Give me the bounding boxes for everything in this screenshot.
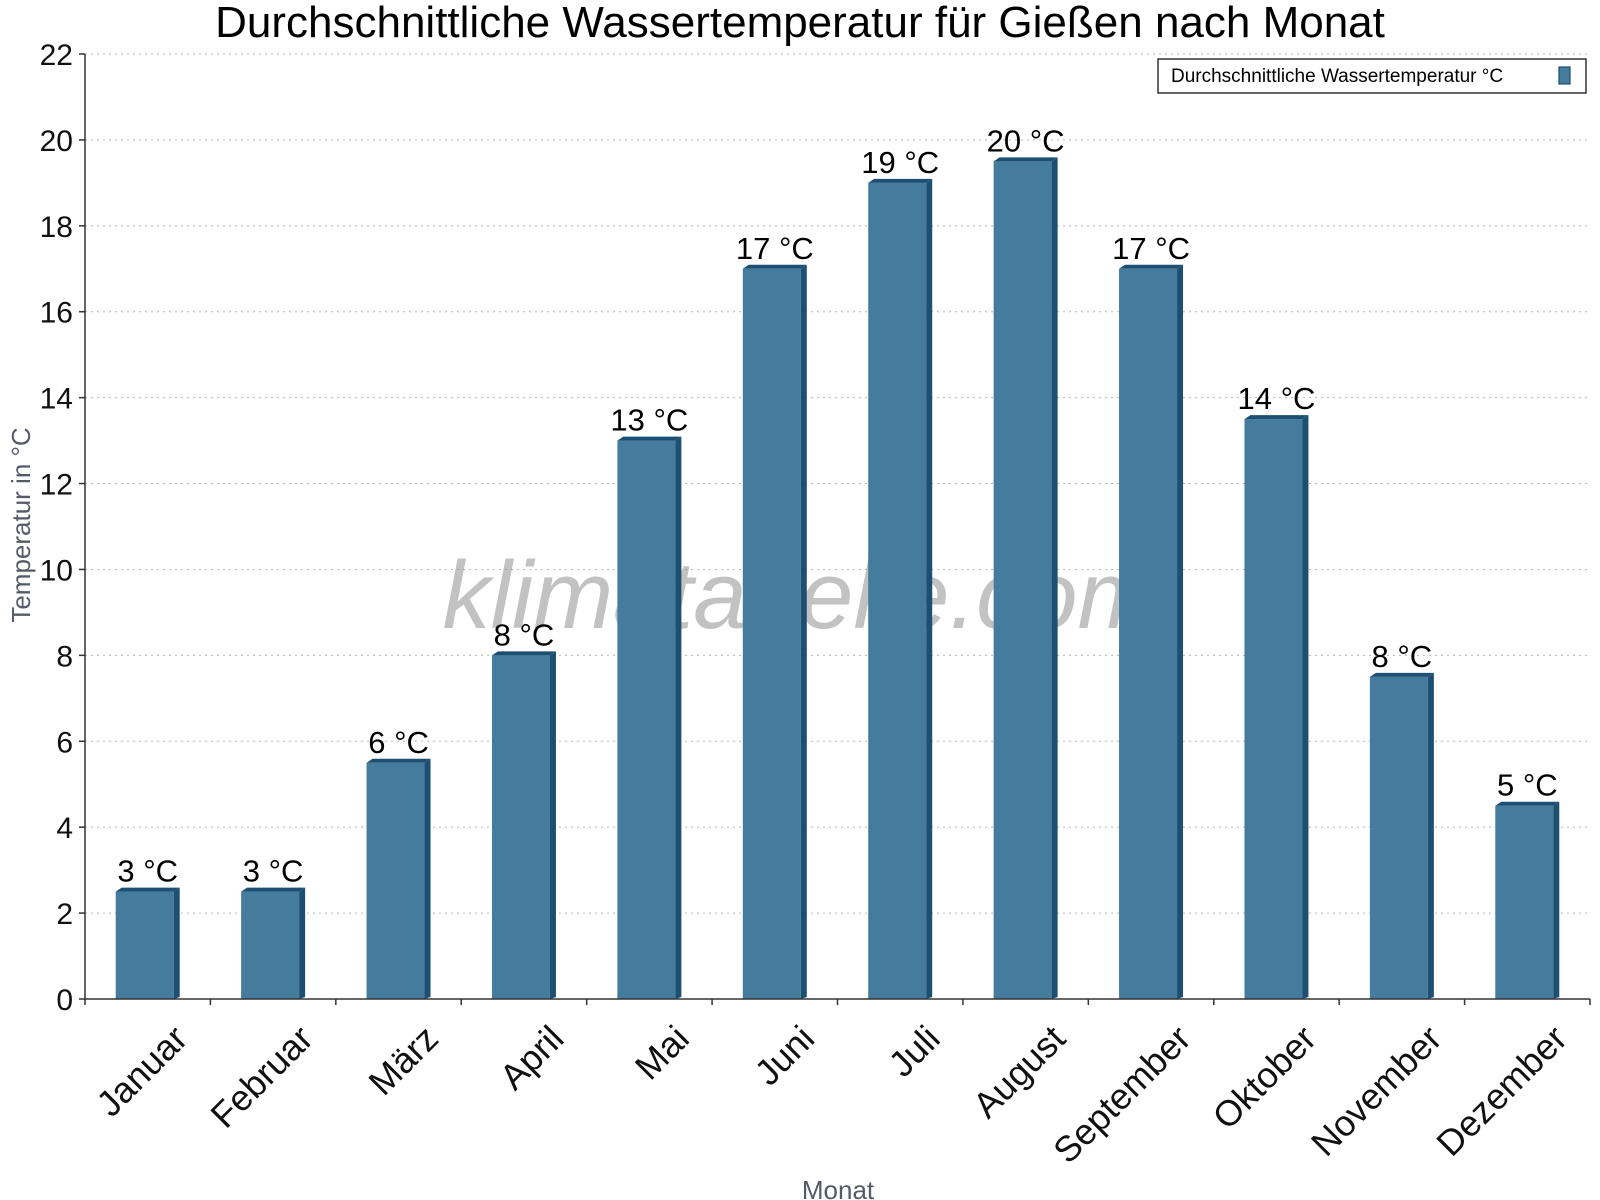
bar-november (1369, 672, 1434, 999)
x-tick-label: Dezember (1428, 1017, 1574, 1163)
x-tick-label: April (492, 1017, 572, 1097)
x-tick-label: Juli (880, 1017, 947, 1084)
y-tick-label: 16 (40, 297, 73, 330)
y-tick-label: 0 (56, 984, 73, 1017)
x-tick-label: März (360, 1017, 446, 1103)
y-tick-label: 20 (40, 125, 73, 158)
y-tick-label: 12 (40, 469, 73, 502)
y-tick-label: 6 (56, 726, 73, 759)
bar-top (1495, 801, 1560, 806)
bar-august (993, 157, 1058, 1000)
bar-mai (617, 436, 682, 999)
bar-face (241, 891, 300, 999)
x-tick-label: August (965, 1017, 1073, 1125)
x-tick-label: Mai (627, 1017, 697, 1087)
bar-dezember (1495, 801, 1560, 999)
bar-side (1553, 801, 1560, 999)
bar-face (1119, 268, 1178, 1000)
bar-top (742, 264, 807, 269)
x-axis-title: Monat (802, 1175, 875, 1200)
bar-juni (742, 264, 807, 1000)
chart-title: Durchschnittliche Wassertemperatur für G… (215, 0, 1385, 47)
x-tick-label: Juni (747, 1017, 823, 1093)
bar-september (1119, 264, 1184, 1000)
bar-top (1244, 415, 1309, 420)
bar-face (366, 762, 425, 999)
y-tick-label: 14 (40, 383, 73, 416)
data-label: 20 °C (987, 123, 1065, 158)
bar-series (115, 157, 1560, 1000)
y-tick-label: 8 (56, 640, 73, 673)
bar-side (800, 264, 807, 1000)
bar-juli (868, 178, 933, 999)
bar-side (173, 887, 180, 999)
bar-oktober (1244, 415, 1309, 999)
bar-märz (366, 758, 431, 999)
bar-top (366, 758, 431, 763)
bar-top (115, 887, 180, 892)
y-tick-label: 18 (40, 211, 73, 244)
bar-side (424, 758, 431, 999)
data-label: 8 °C (1372, 639, 1433, 674)
bar-face (868, 182, 927, 999)
grid-lines (85, 53, 1590, 914)
y-tick-label: 22 (40, 39, 73, 72)
bar-top (241, 887, 306, 892)
bar-top (1119, 264, 1184, 269)
axes (84, 54, 1591, 1005)
bar-face (742, 268, 801, 1000)
bar-top (868, 178, 933, 183)
y-tick-label: 2 (56, 898, 73, 931)
data-label: 13 °C (610, 403, 688, 438)
bar-side (926, 178, 933, 999)
legend-label: Durchschnittliche Wassertemperatur °C (1171, 66, 1503, 87)
x-tick-label: November (1303, 1017, 1449, 1163)
bar-side (299, 887, 306, 999)
bar-side (549, 651, 556, 999)
x-tick-label: Februar (202, 1017, 320, 1135)
y-axis-title: Temperatur in °C (6, 427, 36, 622)
x-tick-label: September (1045, 1017, 1199, 1171)
bar-face (115, 891, 174, 999)
legend: Durchschnittliche Wassertemperatur °C (1157, 58, 1587, 94)
data-label: 3 °C (243, 854, 304, 889)
bar-side (1051, 157, 1058, 1000)
y-tick-label: 10 (40, 554, 73, 587)
bar-side (1302, 415, 1309, 999)
bar-top (1369, 672, 1434, 677)
bar-side (1427, 672, 1434, 999)
data-label: 3 °C (117, 854, 178, 889)
bar-face (1244, 419, 1303, 999)
x-tick-label: Oktober (1204, 1017, 1324, 1137)
bar-februar (241, 887, 306, 999)
data-label: 5 °C (1497, 768, 1558, 803)
bar-face (1495, 805, 1554, 999)
bar-face (617, 440, 676, 999)
bar-side (1177, 264, 1184, 1000)
bar-face (993, 161, 1052, 1000)
bar-top (617, 436, 682, 441)
data-label: 17 °C (1112, 231, 1190, 266)
bar-face (491, 655, 550, 999)
bar-side (675, 436, 682, 999)
data-label: 8 °C (494, 617, 555, 652)
legend-swatch (1558, 66, 1571, 85)
data-label: 17 °C (736, 231, 814, 266)
data-label: 6 °C (368, 725, 429, 760)
legend-box (1157, 58, 1587, 94)
bar-april (491, 651, 556, 999)
y-tick-label: 4 (56, 812, 73, 845)
x-axis-ticks: Januar Februar März April Mai Juni Juli AugustS… (84, 999, 1575, 1171)
bar-top (491, 651, 556, 656)
data-label: 14 °C (1238, 381, 1316, 416)
bar-januar (115, 887, 180, 999)
data-label: 19 °C (861, 145, 939, 180)
data-labels: 3 °C 3 °C 6 °C 8 °C 13 °C 17 °C 19 °C 20 °C 17 °… (117, 123, 1557, 888)
bar-top (993, 157, 1058, 162)
x-tick-label: Januar (88, 1017, 195, 1124)
bar-face (1369, 676, 1428, 999)
y-axis-ticks: 0 2 4 6 8 10 12 14 16 18 20 22 (40, 39, 85, 1017)
